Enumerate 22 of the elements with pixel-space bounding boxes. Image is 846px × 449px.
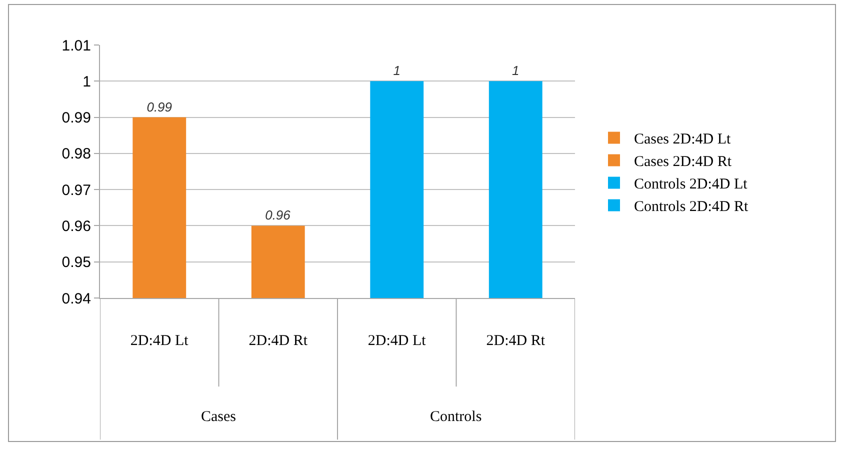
legend-label: Controls 2D:4D Lt (634, 176, 748, 193)
legend-label: Cases 2D:4D Rt (634, 154, 732, 170)
text: Controls (430, 409, 482, 425)
y-tick-label: 1 (82, 73, 91, 90)
data-label: 0.99 (146, 99, 172, 114)
y-tick-label: 0.96 (62, 218, 91, 235)
x-tick-label: 2D:4D Rt (486, 333, 546, 349)
y-tick-label: 0.95 (62, 254, 91, 272)
x-tick-label: 2D:4D Lt (368, 333, 427, 349)
y-tick-label: 1.01 (62, 37, 91, 54)
data-label: 1 (393, 63, 400, 78)
y-tick-label: 0.99 (62, 110, 91, 127)
y-tick-label: 0.98 (62, 146, 91, 163)
x-tick-label: 2D:4D Lt (130, 333, 190, 349)
y-tick-label: 0.94 (62, 290, 91, 308)
data-label: 0.96 (265, 208, 292, 223)
text: Cases (201, 409, 236, 425)
x-tick-label: 2D:4D Rt (248, 333, 308, 349)
legend-label: Controls 2D:4D Rt (634, 199, 750, 216)
y-tick-label: 0.97 (62, 182, 91, 199)
legend-label: Cases 2D:4D Lt (634, 132, 732, 148)
data-label: 1 (512, 63, 520, 78)
